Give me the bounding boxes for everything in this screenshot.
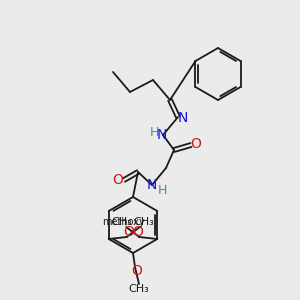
Text: CH₃: CH₃ (129, 284, 149, 294)
Text: H: H (149, 125, 159, 139)
Text: CH₃: CH₃ (112, 217, 133, 227)
Text: N: N (157, 128, 167, 142)
Text: O: O (190, 137, 201, 151)
Text: N: N (178, 111, 188, 125)
Text: O: O (132, 225, 143, 239)
Text: methoxy: methoxy (102, 217, 145, 227)
Text: O: O (112, 173, 123, 187)
Text: O: O (123, 225, 134, 239)
Text: N: N (147, 178, 157, 192)
Text: H: H (157, 184, 167, 196)
Text: CH₃: CH₃ (134, 217, 154, 227)
Text: O: O (132, 264, 142, 278)
